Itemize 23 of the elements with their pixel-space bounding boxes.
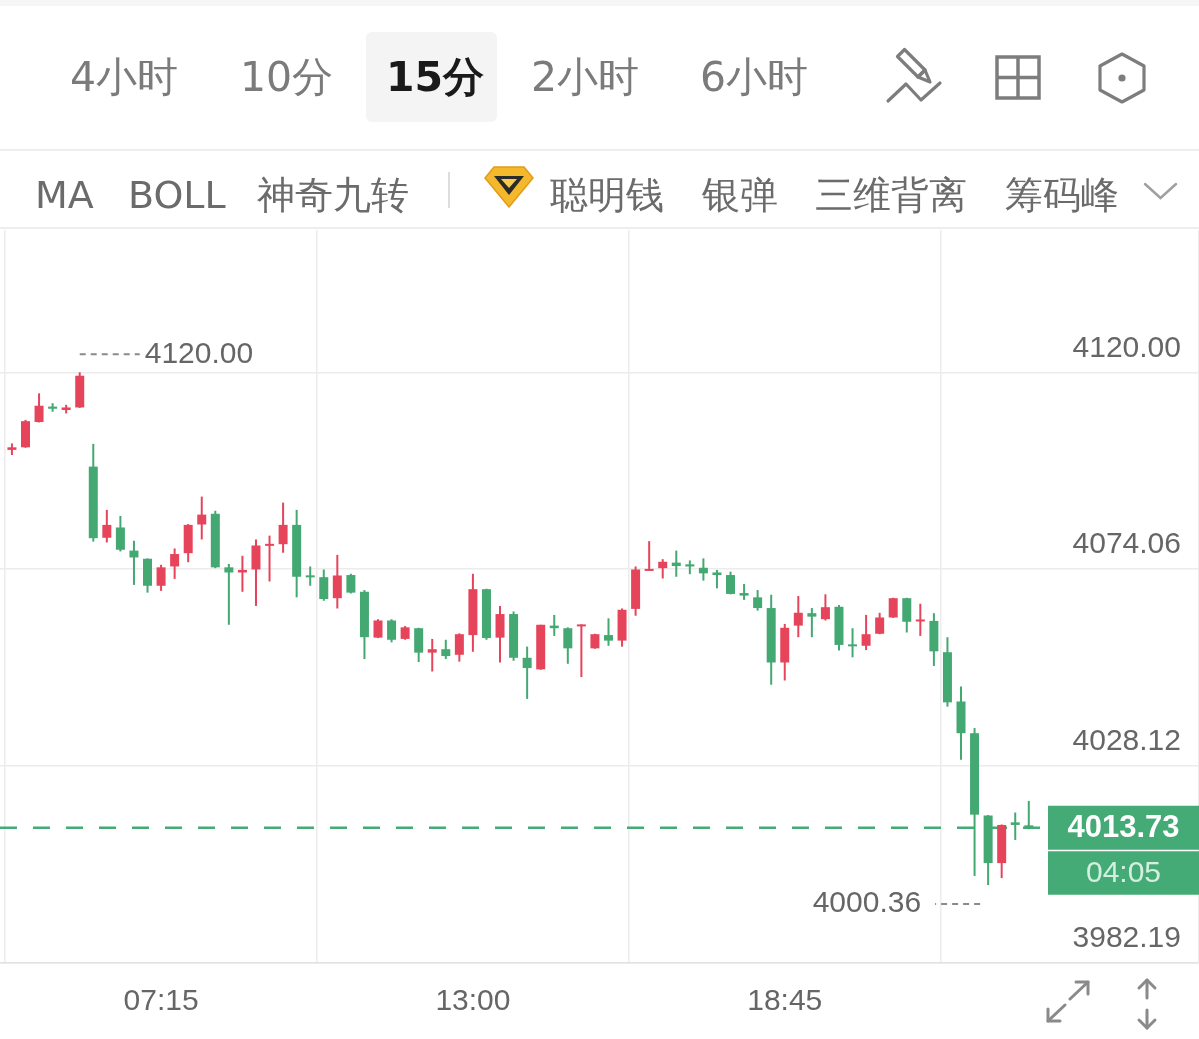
text: BOLL [128, 172, 226, 218]
ref-line-label: 4013.73 [1067, 809, 1180, 845]
x-tick-label: 13:00 [435, 983, 511, 1017]
text: 4小时 [70, 52, 179, 102]
text: 聪明钱 [550, 172, 664, 218]
text: 银弹 [702, 172, 778, 218]
text: 10分 [240, 52, 334, 102]
text: 6小时 [700, 52, 809, 102]
text: 筹码峰 [1005, 172, 1119, 218]
text: 神奇九转 [257, 172, 409, 218]
annotation: 04:05 [1085, 855, 1162, 889]
x-tick-label: 07:15 [123, 983, 199, 1017]
text: 三维背离 [815, 172, 967, 218]
x-tick-label: 18:45 [747, 983, 823, 1017]
text: 2小时 [531, 52, 640, 102]
y-tick-label: 4074.06 [1072, 526, 1181, 560]
annotation: 4000.36 [812, 885, 922, 919]
annotation: 4120.00 [144, 335, 254, 369]
selected-tab: 15分 [366, 32, 497, 122]
y-tick-label: 3982.19 [1072, 920, 1181, 954]
text: MA [35, 172, 94, 218]
y-tick-label: 4028.12 [1072, 723, 1181, 757]
y-tick-label: 4120.00 [1072, 329, 1181, 363]
